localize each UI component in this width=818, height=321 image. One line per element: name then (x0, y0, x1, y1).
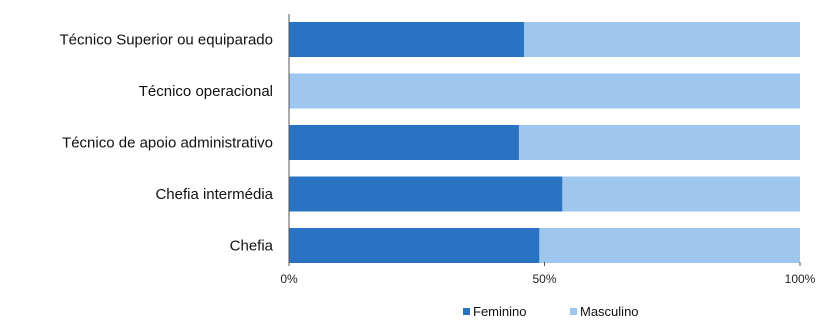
category-labels: Técnico Superior ou equiparado Técnico op… (60, 32, 274, 255)
category-label: Técnico Superior ou equiparado (60, 32, 273, 49)
category-label: Técnico de apoio administrativo (62, 135, 273, 152)
bar-feminino-0 (289, 22, 525, 57)
x-tick-label: 0% (280, 272, 298, 286)
category-label: Técnico operacional (139, 83, 273, 100)
bar-feminino-3 (289, 176, 563, 212)
bar-masculino-0 (524, 22, 800, 57)
x-axis-ticks: 0% 50% 100% (280, 262, 816, 286)
bar-masculino-4 (539, 228, 800, 263)
bars-group (289, 22, 800, 263)
x-tick-label: 50% (532, 272, 556, 286)
legend-swatch-feminino (463, 308, 470, 315)
legend-label-feminino: Feminino (473, 304, 526, 319)
legend: Feminino Masculino (463, 304, 639, 319)
bar-masculino-1 (289, 73, 800, 109)
category-label: Chefia intermédia (155, 186, 273, 203)
bar-masculino-3 (562, 176, 800, 212)
bar-feminino-2 (289, 125, 519, 160)
legend-swatch-masculino (570, 308, 577, 315)
category-label: Chefia (230, 238, 274, 255)
bar-masculino-2 (518, 125, 800, 160)
x-tick-label: 100% (785, 272, 816, 286)
legend-label-masculino: Masculino (580, 304, 639, 319)
bar-feminino-4 (289, 228, 540, 263)
